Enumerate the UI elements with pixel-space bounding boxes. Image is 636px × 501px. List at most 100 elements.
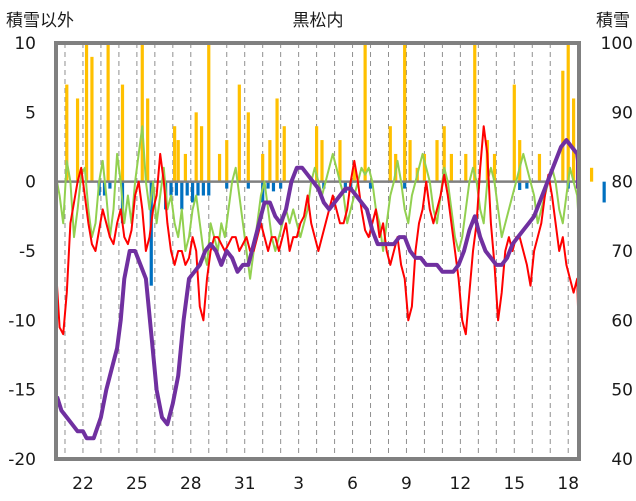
precip-bar: [169, 181, 173, 196]
chart-title: 黒松内: [293, 11, 344, 31]
snowfall-bar: [225, 140, 229, 182]
precip-bar: [201, 181, 205, 196]
snowfall-bar: [146, 98, 150, 182]
line-layer: [55, 125, 580, 441]
precip-bar: [518, 181, 522, 190]
precip-bar: [174, 181, 179, 196]
precip-bar: [525, 181, 529, 189]
precip-bar: [207, 181, 211, 196]
precip-bar: [185, 181, 189, 196]
right-tick-label: 90: [611, 103, 633, 123]
snowfall-bar: [275, 98, 279, 182]
right-tick-label: 70: [611, 242, 633, 262]
right-tick-label: 80: [611, 173, 633, 193]
left-tick-label: 0: [25, 173, 36, 193]
snowfall-bar: [90, 56, 94, 182]
x-tick-label: 18: [557, 474, 579, 494]
snowfall-bar: [537, 153, 542, 182]
x-tick-label: 15: [503, 474, 525, 494]
snowfall-bar: [120, 84, 125, 182]
precip-bar: [266, 181, 270, 189]
precip-bar: [602, 181, 606, 203]
snowfall-bar: [75, 98, 80, 182]
snowfall-bar: [84, 44, 89, 182]
right-tick-label: 60: [611, 311, 633, 331]
precip-bar: [271, 181, 276, 192]
snowfall-bar: [561, 70, 565, 182]
snowfall-bar: [268, 140, 272, 182]
left-tick-label: -20: [8, 450, 36, 470]
x-tick-label: 31: [234, 474, 256, 494]
snowfall-bar: [566, 44, 570, 182]
snowfall-bar: [282, 126, 286, 182]
left-tick-label: 5: [25, 103, 36, 123]
precip-bar: [403, 181, 407, 189]
precip-bar: [368, 181, 373, 189]
snowfall-bar: [173, 126, 177, 182]
snowfall-bar: [512, 84, 516, 182]
left-axis-label: 積雪以外: [6, 11, 74, 31]
snowfall-bar: [403, 44, 407, 182]
left-tick-label: 10: [14, 34, 36, 54]
snowfall-bar: [320, 140, 324, 182]
precip-bar: [102, 181, 107, 196]
snowfall-bar: [176, 140, 180, 182]
snowfall-bar: [422, 153, 427, 182]
snowfall-bar: [518, 140, 522, 182]
left-tick-label: -10: [8, 311, 36, 331]
x-tick-label: 25: [126, 474, 148, 494]
precip-bar: [108, 181, 112, 189]
x-tick-label: 12: [450, 474, 472, 494]
snowfall-bar: [492, 153, 497, 182]
snowfall-bar: [408, 140, 412, 182]
snowfall-bar: [449, 153, 453, 182]
snowfall-bar: [261, 153, 265, 182]
precip-bar: [246, 181, 250, 189]
snowfall-bar: [442, 126, 446, 182]
precip-bar: [279, 181, 283, 189]
snowfall-bar: [572, 98, 576, 182]
snowfall-bar: [363, 44, 367, 182]
x-tick-label: 3: [293, 474, 304, 494]
snowfall-bar: [183, 153, 188, 182]
snowfall-bar: [207, 44, 211, 182]
x-tick-label: 9: [401, 474, 412, 494]
snowfall-bar: [464, 153, 468, 182]
precip-bar: [180, 181, 184, 210]
snowfall-bar: [246, 112, 250, 182]
snowfall-bar: [388, 126, 392, 182]
vertical-gridlines: [64, 43, 569, 459]
snowfall-bar: [589, 167, 594, 182]
left-tick-label: -5: [19, 242, 36, 262]
snowfall-bar: [140, 44, 144, 182]
x-tick-label: 28: [180, 474, 202, 494]
snowfall-bar: [106, 44, 110, 182]
snowfall-bar: [338, 140, 342, 182]
precip-bar: [149, 181, 153, 286]
snowfall-bar: [435, 140, 439, 182]
right-axis-ticks: 100 90 80 70 60 50 40: [601, 34, 633, 470]
right-axis-label: 積雪: [596, 11, 630, 31]
precip-bar: [225, 181, 229, 189]
right-tick-label: 100: [601, 34, 633, 54]
left-tick-label: -15: [8, 381, 36, 401]
snow_depth-line: [55, 138, 580, 441]
snowfall-bar: [217, 153, 222, 182]
right-tick-label: 50: [611, 381, 633, 401]
snowfall-bar: [473, 44, 477, 182]
snowfall-bar: [199, 126, 204, 182]
plot-frame: [54, 41, 581, 461]
x-tick-label: 6: [347, 474, 358, 494]
snowfall-bar: [237, 84, 241, 182]
right-tick-label: 40: [611, 450, 633, 470]
snowfall-bar: [352, 167, 356, 182]
precip-bar: [190, 181, 195, 203]
x-tick-label: 22: [72, 474, 94, 494]
min_temp-line: [56, 125, 579, 280]
precip-bar: [196, 181, 200, 196]
left-axis-ticks: 10 5 0 -5 -10 -15 -20: [8, 34, 36, 470]
snowfall-bar: [65, 84, 69, 182]
snowfall-bar: [315, 126, 319, 182]
snowfall-bar: [194, 112, 198, 182]
